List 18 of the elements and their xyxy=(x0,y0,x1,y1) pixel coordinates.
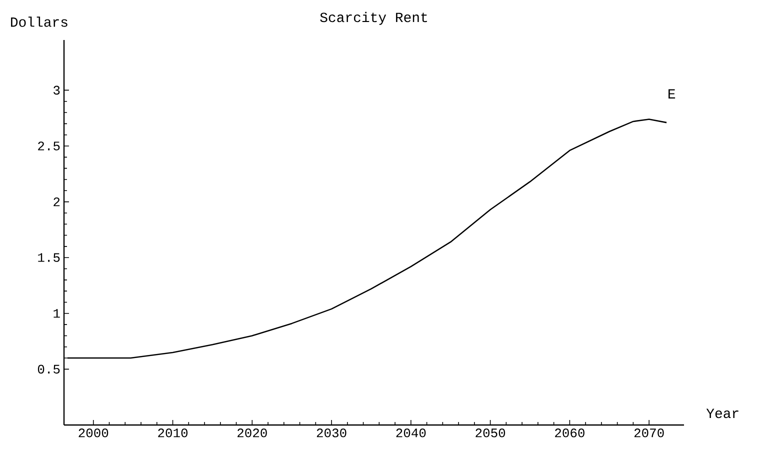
x-tick-label: 2070 xyxy=(634,428,664,438)
y-tick-label: 1 xyxy=(54,309,60,318)
x-tick-label: 2050 xyxy=(476,428,506,438)
x-axis-title: Year xyxy=(706,408,738,418)
y-tick-label: 2 xyxy=(54,197,60,206)
x-tick-label: 2040 xyxy=(396,428,426,438)
x-tick-label: 2030 xyxy=(316,428,346,438)
y-tick-label: 0.5 xyxy=(38,364,60,374)
x-tick-label: 2010 xyxy=(158,428,188,438)
y-tick-label: 3 xyxy=(54,86,60,95)
chart-title: Scarcity Rent xyxy=(320,12,427,25)
annotation: E xyxy=(668,89,676,98)
x-tick-label: 2020 xyxy=(238,428,267,438)
y-axis-title: Dollars xyxy=(11,16,68,27)
y-tick-label: 2.5 xyxy=(38,142,60,150)
x-tick-label: 2000 xyxy=(78,428,108,438)
y-tick-label: 1.5 xyxy=(38,253,60,262)
x-tick-label: 2060 xyxy=(555,428,584,438)
